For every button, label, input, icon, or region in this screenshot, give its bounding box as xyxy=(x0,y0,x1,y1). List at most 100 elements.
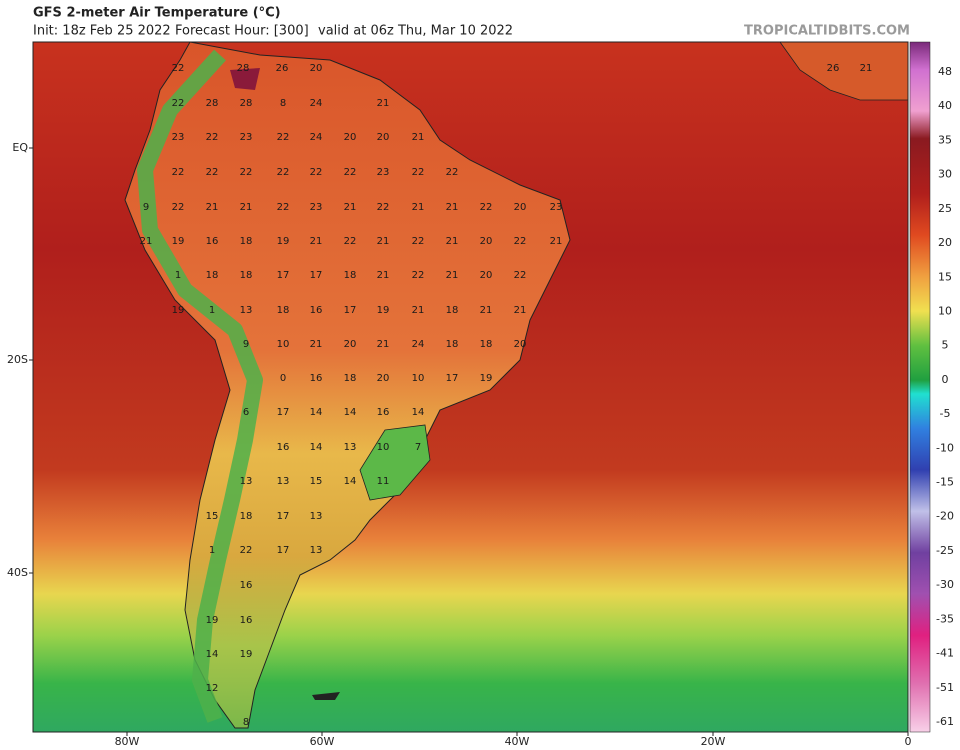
station-value: 24 xyxy=(412,339,425,350)
station-value: 14 xyxy=(344,407,357,418)
station-value: 22 xyxy=(412,167,425,178)
station-value: 22 xyxy=(310,167,323,178)
station-value: 22 xyxy=(172,98,185,109)
station-value: 17 xyxy=(344,305,357,316)
station-value: 22 xyxy=(172,63,185,74)
station-value: 22 xyxy=(344,236,357,247)
station-value: 22 xyxy=(240,167,253,178)
station-value: 20 xyxy=(344,339,357,350)
station-value: 17 xyxy=(446,373,459,384)
station-value: 20 xyxy=(377,373,390,384)
station-value: 22 xyxy=(344,167,357,178)
station-value: 7 xyxy=(415,442,421,453)
init-time: Init: 18z Feb 25 2022 xyxy=(33,24,171,39)
station-value: 20 xyxy=(480,270,493,281)
station-value: 9 xyxy=(243,339,249,350)
station-value: 17 xyxy=(277,270,290,281)
station-value: 19 xyxy=(172,305,185,316)
station-value: 12 xyxy=(206,683,219,694)
station-value: 14 xyxy=(310,442,323,453)
lon-label: 40W xyxy=(505,735,530,748)
station-value: 26 xyxy=(827,63,840,74)
map-title: GFS 2-meter Air Temperature (°C) xyxy=(33,6,281,21)
station-value: 19 xyxy=(277,236,290,247)
station-value: 21 xyxy=(550,236,563,247)
station-value: 18 xyxy=(240,236,253,247)
station-value: 14 xyxy=(310,407,323,418)
station-value: 18 xyxy=(277,305,290,316)
station-value: 22 xyxy=(412,270,425,281)
station-value: 22 xyxy=(172,167,185,178)
station-value: 17 xyxy=(277,511,290,522)
colorbar-label: -41 xyxy=(936,647,954,660)
station-value: 21 xyxy=(860,63,873,74)
station-value: 28 xyxy=(240,98,253,109)
colorbar-label: 10 xyxy=(938,304,952,317)
forecast-hour: Forecast Hour: [300] xyxy=(175,24,309,39)
lon-label: 20W xyxy=(701,735,726,748)
colorbar-label: -15 xyxy=(936,476,954,489)
station-value: 21 xyxy=(140,236,153,247)
station-value: 23 xyxy=(550,202,563,213)
colorbar-label: 20 xyxy=(938,236,952,249)
uruguay-region xyxy=(359,424,431,501)
station-value: 6 xyxy=(243,407,249,418)
station-value: 18 xyxy=(446,305,459,316)
station-value: 10 xyxy=(412,373,425,384)
station-value: 11 xyxy=(377,476,390,487)
station-value: 22 xyxy=(514,270,527,281)
map xyxy=(33,41,909,732)
station-value: 22 xyxy=(206,132,219,143)
station-value: 20 xyxy=(310,63,323,74)
station-value: 19 xyxy=(172,236,185,247)
colorbar-label: -20 xyxy=(936,510,954,523)
station-value: 20 xyxy=(514,339,527,350)
station-value: 13 xyxy=(310,545,323,556)
station-value: 8 xyxy=(243,717,249,728)
station-value: 17 xyxy=(310,270,323,281)
station-value: 21 xyxy=(206,202,219,213)
station-value: 23 xyxy=(310,202,323,213)
lon-label: 0 xyxy=(905,735,912,748)
lon-label: 80W xyxy=(115,735,140,748)
station-value: 0 xyxy=(280,373,286,384)
colorbar-label: 5 xyxy=(942,339,949,352)
station-value: 15 xyxy=(310,476,323,487)
station-value: 13 xyxy=(310,511,323,522)
colorbar-label: -5 xyxy=(940,407,951,420)
station-value: 22 xyxy=(240,545,253,556)
station-value: 24 xyxy=(310,98,323,109)
station-value: 16 xyxy=(310,373,323,384)
station-value: 18 xyxy=(344,373,357,384)
station-value: 21 xyxy=(446,236,459,247)
station-value: 18 xyxy=(240,270,253,281)
colorbar-label: 30 xyxy=(938,168,952,181)
station-value: 19 xyxy=(240,649,253,660)
station-value: 21 xyxy=(240,202,253,213)
station-value: 22 xyxy=(277,202,290,213)
station-value: 13 xyxy=(240,476,253,487)
colorbar-label: 35 xyxy=(938,133,952,146)
station-value: 10 xyxy=(377,442,390,453)
station-value: 23 xyxy=(172,132,185,143)
station-value: 17 xyxy=(277,407,290,418)
lon-label: 60W xyxy=(310,735,335,748)
south-america xyxy=(124,41,571,729)
station-value: 20 xyxy=(480,236,493,247)
station-value: 13 xyxy=(344,442,357,453)
colorbar xyxy=(909,41,931,733)
station-value: 22 xyxy=(206,167,219,178)
station-value: 21 xyxy=(377,339,390,350)
colorbar-label: 48 xyxy=(938,65,952,78)
colorbar-label: -10 xyxy=(936,441,954,454)
colorbar-label: -61 xyxy=(936,715,954,728)
colorbar-label: 0 xyxy=(942,373,949,386)
station-value: 22 xyxy=(377,202,390,213)
station-value: 19 xyxy=(480,373,493,384)
station-value: 14 xyxy=(344,476,357,487)
station-value: 16 xyxy=(206,236,219,247)
station-value: 1 xyxy=(209,305,215,316)
station-value: 22 xyxy=(172,202,185,213)
station-value: 21 xyxy=(344,202,357,213)
